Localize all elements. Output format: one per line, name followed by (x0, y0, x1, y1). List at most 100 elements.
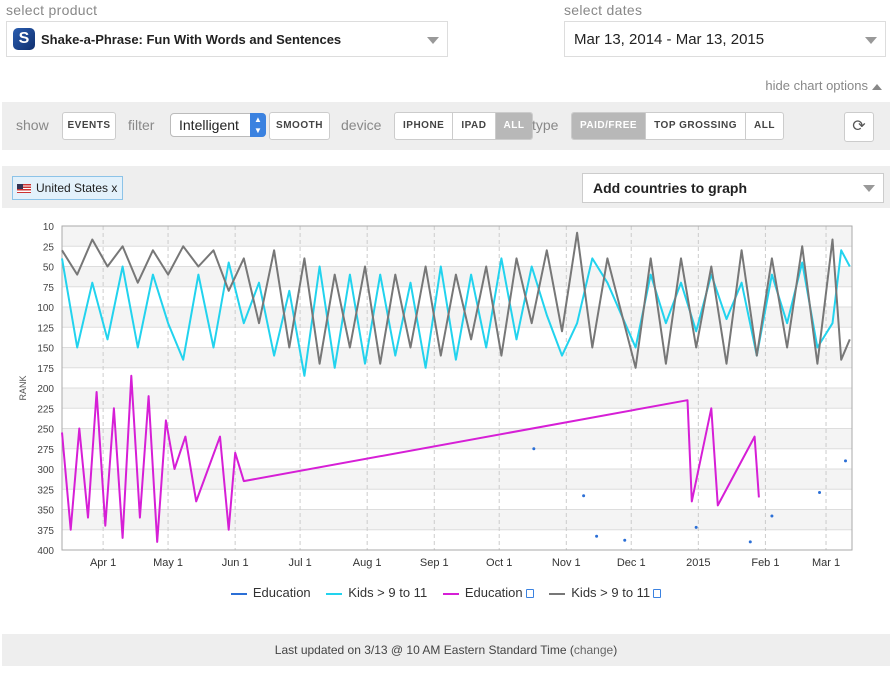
series-line-kids-9-to-11-ipad (61, 231, 851, 369)
grid-band (62, 509, 852, 530)
y-tick-label: 75 (43, 283, 55, 294)
legend-item-education-iphone[interactable]: Education (230, 585, 311, 600)
data-point (844, 459, 848, 463)
footer-status: Last updated on 3/13 @ 10 AM Eastern Sta… (2, 634, 890, 666)
type-all-button[interactable]: ALL (753, 120, 775, 131)
legend-swatch (549, 592, 566, 595)
legend-label: Kids > 9 to 11 (571, 585, 651, 600)
data-point (582, 494, 586, 498)
y-tick-label: 225 (37, 404, 54, 415)
device-all-button[interactable]: ALL (495, 113, 533, 139)
x-tick-label: 2015 (686, 557, 710, 569)
add-countries-select[interactable]: Add countries to graph (582, 173, 884, 203)
hide-chart-options-label: hide chart options (765, 78, 868, 93)
x-tick-label: Feb 1 (751, 557, 779, 569)
smooth-button[interactable]: SMOOTH (269, 112, 330, 140)
y-axis-label: RANK (18, 375, 28, 400)
data-point (748, 540, 752, 544)
product-name: Shake-a-Phrase: Fun With Words and Sente… (41, 32, 342, 47)
app-icon: S (13, 28, 35, 50)
grid-band (62, 469, 852, 490)
legend-item-kids-iphone[interactable]: Kids > 9 to 11 (326, 585, 427, 600)
y-tick-label: 275 (37, 445, 54, 456)
y-tick-label: 150 (37, 344, 54, 355)
legend-label: Education (464, 585, 523, 600)
plot-border (61, 225, 853, 551)
grid-band (62, 388, 852, 409)
legend-label: Education (252, 585, 311, 600)
last-updated-close: ) (613, 643, 618, 657)
y-tick-label: 10 (43, 222, 55, 233)
legend-item-education-ipad[interactable]: Education (442, 585, 534, 600)
data-point (770, 514, 774, 518)
filter-select[interactable]: Intelligent ▲ ▼ (170, 113, 266, 137)
data-point (623, 538, 627, 542)
y-tick-label: 350 (37, 506, 54, 517)
y-tick-label: 325 (37, 485, 54, 496)
country-tag-label: United States x (36, 181, 118, 195)
y-tick-label: 125 (37, 323, 54, 334)
refresh-button[interactable]: ⟳ (844, 112, 874, 142)
legend-swatch (230, 592, 247, 595)
data-point (818, 490, 822, 494)
country-tag-united-states[interactable]: United States x (12, 176, 124, 200)
last-updated-text: Last updated on 3/13 @ 10 AM Eastern Sta… (274, 643, 574, 657)
y-tick-label: 175 (37, 364, 54, 375)
filter-value: Intelligent (179, 117, 239, 133)
dates-label: select dates (564, 2, 643, 18)
data-point (595, 534, 599, 538)
x-tick-label: Jul 1 (288, 557, 311, 569)
type-toggle-group: PAID/FREE TOP GROSSING ALL (571, 112, 784, 140)
grid-band (62, 428, 852, 449)
ipad-icon (653, 589, 662, 598)
legend-item-kids-ipad[interactable]: Kids > 9 to 11 (549, 585, 662, 600)
series-line-education-ipad (61, 374, 760, 543)
x-tick-label: Apr 1 (90, 557, 116, 569)
type-paid-free-button[interactable]: PAID/FREE (572, 113, 647, 139)
events-button[interactable]: EVENTS (62, 112, 116, 140)
change-timezone-link[interactable]: change (573, 643, 614, 657)
stepper-icon: ▲ ▼ (250, 113, 266, 137)
x-tick-label: Oct 1 (486, 557, 512, 569)
x-tick-label: Jun 1 (222, 557, 249, 569)
legend-swatch (326, 592, 343, 595)
refresh-icon: ⟳ (852, 118, 866, 135)
add-countries-placeholder: Add countries to graph (593, 180, 747, 196)
device-ipad-button[interactable]: IPAD (453, 113, 496, 139)
device-toggle-group: IPHONE IPAD ALL (394, 112, 534, 140)
chart-options-toolbar: show EVENTS filter Intelligent ▲ ▼ SMOOTH … (2, 102, 890, 150)
x-tick-label: Aug 1 (353, 557, 382, 569)
device-iphone-button[interactable]: IPHONE (395, 113, 454, 139)
legend-swatch (442, 592, 459, 595)
chevron-down-icon (865, 37, 877, 44)
data-point (532, 447, 536, 451)
rank-chart: RANK 10 25 50 75 100 125 150 175 200 225 250 275 300… (18, 222, 853, 569)
product-select[interactable]: S Shake-a-Phrase: Fun With Words and Sen… (6, 21, 448, 57)
ipad-icon (525, 589, 534, 598)
chevron-down-icon (863, 185, 875, 192)
y-tick-label: 100 (37, 303, 54, 314)
x-tick-label: Nov 1 (552, 557, 581, 569)
chevron-up-icon (872, 83, 882, 90)
dates-value: Mar 13, 2014 - Mar 13, 2015 (574, 31, 765, 48)
hide-chart-options-link[interactable]: hide chart options (765, 78, 882, 93)
y-tick-label: 200 (37, 384, 54, 395)
chart-legend: Education Kids > 9 to 11 Education Kids … (0, 585, 892, 600)
type-top-grossing-button[interactable]: TOP GROSSING (646, 113, 746, 139)
x-tick-label: May 1 (153, 557, 183, 569)
y-tick-label: 300 (37, 465, 54, 476)
y-tick-label: 375 (37, 526, 54, 537)
product-label: select product (6, 2, 98, 18)
filter-label: filter (128, 117, 155, 133)
show-label: show (16, 117, 49, 133)
us-flag-icon (17, 184, 31, 193)
device-label: device (341, 117, 382, 133)
series-line-kids-9-to-11-iphone (61, 249, 851, 377)
grid-band (62, 226, 852, 247)
legend-label: Kids > 9 to 11 (348, 585, 428, 600)
y-tick-label: 50 (43, 263, 55, 274)
dates-select[interactable]: Mar 13, 2014 - Mar 13, 2015 (564, 21, 886, 57)
chevron-down-icon (427, 37, 439, 44)
x-tick-label: Sep 1 (420, 557, 449, 569)
y-tick-label: 250 (37, 425, 54, 436)
